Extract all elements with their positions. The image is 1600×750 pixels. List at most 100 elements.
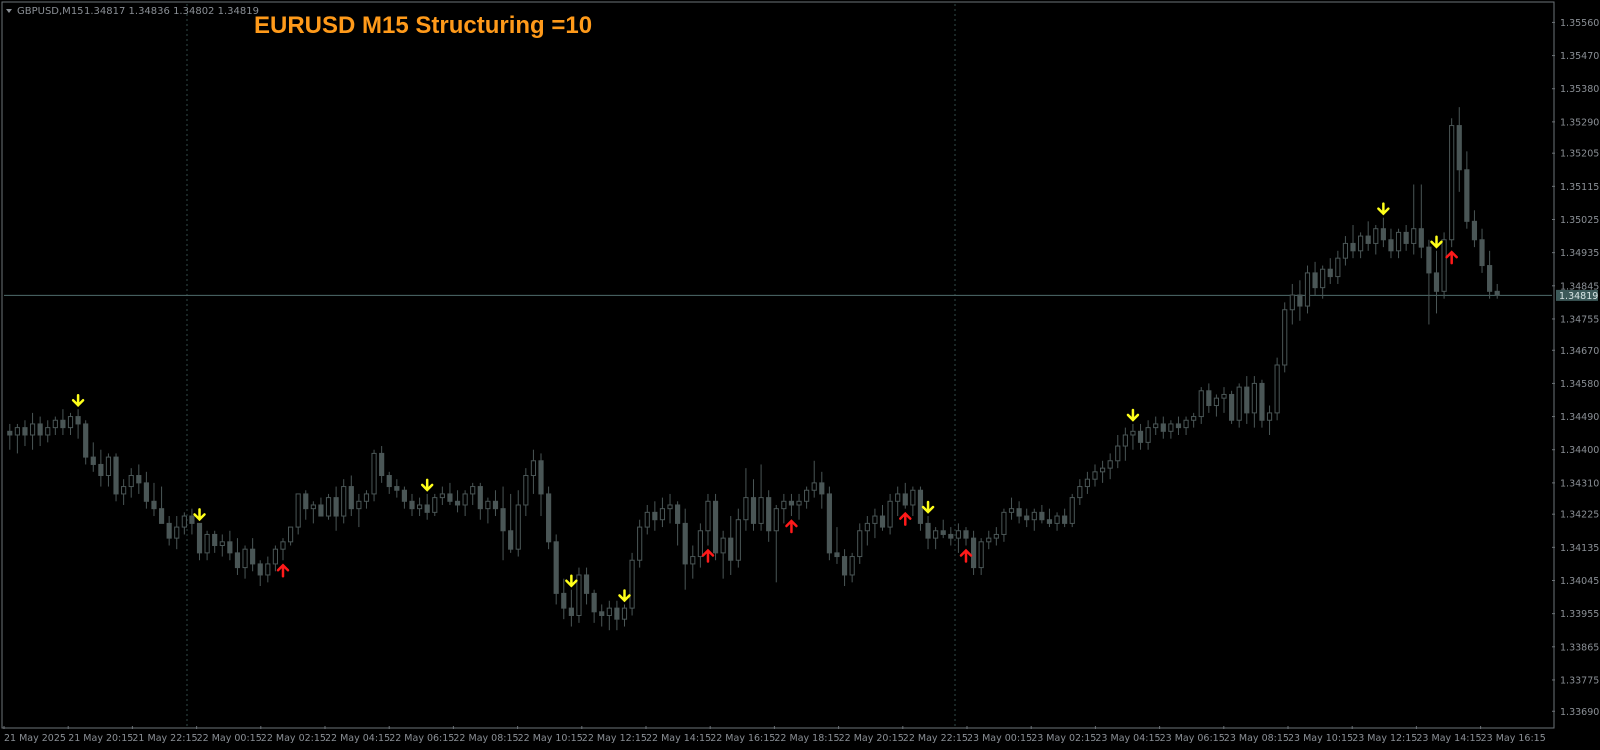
candle[interactable] <box>895 486 901 517</box>
candle[interactable] <box>1456 107 1462 192</box>
candle[interactable] <box>181 512 187 535</box>
candlesticks[interactable] <box>7 107 1500 631</box>
candle[interactable] <box>90 442 96 472</box>
price-axis[interactable]: 1.35560 1.35470 1.35380 1.35290 1.35205 1.351… <box>1552 18 1599 718</box>
candle[interactable] <box>879 504 886 531</box>
candle[interactable] <box>45 420 51 443</box>
candle[interactable] <box>887 493 893 535</box>
candle[interactable] <box>1274 357 1280 421</box>
candle[interactable] <box>788 493 795 517</box>
candle[interactable] <box>1084 471 1090 494</box>
candle[interactable] <box>568 589 574 627</box>
candle[interactable] <box>280 538 286 561</box>
candle[interactable] <box>136 464 142 494</box>
candle[interactable] <box>955 523 961 553</box>
candle[interactable] <box>234 538 241 575</box>
candle[interactable] <box>1403 225 1409 251</box>
candle[interactable] <box>963 527 969 546</box>
candle[interactable] <box>22 420 28 447</box>
candle[interactable] <box>1236 383 1242 428</box>
candle[interactable] <box>462 490 468 517</box>
candle[interactable] <box>1441 232 1447 299</box>
candle[interactable] <box>849 552 855 583</box>
candle[interactable] <box>591 589 597 623</box>
time-axis[interactable]: 21 May 2025 21 May 20:15 21 May 22:15 22 Ma… <box>3 726 1546 744</box>
candle[interactable] <box>257 560 263 587</box>
candle[interactable] <box>325 493 332 520</box>
candle[interactable] <box>143 471 149 509</box>
candle[interactable] <box>690 545 696 579</box>
candle[interactable] <box>576 567 582 623</box>
candle[interactable] <box>265 556 271 583</box>
candle[interactable] <box>485 497 491 524</box>
candle[interactable] <box>796 493 802 520</box>
candle[interactable] <box>128 468 134 498</box>
candle[interactable] <box>675 501 681 546</box>
candle[interactable] <box>1358 232 1364 259</box>
candle[interactable] <box>52 416 58 435</box>
candle[interactable] <box>409 493 415 517</box>
candle[interactable] <box>728 516 734 575</box>
candle[interactable] <box>1077 479 1083 505</box>
candle[interactable] <box>1380 217 1386 248</box>
candle[interactable] <box>1099 460 1106 483</box>
candle[interactable] <box>113 453 119 502</box>
candle[interactable] <box>1259 379 1265 428</box>
candle[interactable] <box>1479 228 1485 273</box>
candle[interactable] <box>60 409 66 435</box>
candle[interactable] <box>1471 210 1478 248</box>
candle[interactable] <box>766 490 772 542</box>
candle[interactable] <box>1016 501 1022 524</box>
candle[interactable] <box>386 471 392 494</box>
candle[interactable] <box>1342 236 1349 266</box>
candle[interactable] <box>781 493 787 524</box>
candle[interactable] <box>1350 225 1356 259</box>
candle[interactable] <box>401 486 408 509</box>
candle[interactable] <box>242 545 248 579</box>
candle[interactable] <box>750 479 757 531</box>
candle[interactable] <box>348 475 354 517</box>
candle[interactable] <box>492 490 499 517</box>
candle[interactable] <box>583 567 590 605</box>
candle[interactable] <box>1024 508 1030 528</box>
candle[interactable] <box>204 530 210 561</box>
candle[interactable] <box>470 482 476 505</box>
candle[interactable] <box>1039 504 1045 524</box>
candle[interactable] <box>1130 423 1136 450</box>
candle[interactable] <box>1206 383 1212 413</box>
candle[interactable] <box>819 471 825 509</box>
candle[interactable] <box>1320 265 1326 299</box>
candle[interactable] <box>417 497 423 517</box>
candle[interactable] <box>758 464 764 531</box>
candle[interactable] <box>811 460 817 498</box>
candle[interactable] <box>773 504 779 583</box>
candle[interactable] <box>212 530 218 553</box>
candle[interactable] <box>1335 250 1341 284</box>
candle[interactable] <box>1244 376 1250 424</box>
candle[interactable] <box>174 516 180 550</box>
candle[interactable] <box>1411 184 1417 255</box>
candle[interactable] <box>356 493 362 528</box>
candle[interactable] <box>644 504 650 535</box>
candle[interactable] <box>1418 184 1424 259</box>
candle[interactable] <box>151 482 157 517</box>
candle[interactable] <box>857 523 863 564</box>
candle[interactable] <box>682 508 688 590</box>
candle[interactable] <box>1198 387 1204 424</box>
candle[interactable] <box>637 519 643 568</box>
candle[interactable] <box>948 527 954 546</box>
candle[interactable] <box>523 468 529 517</box>
candle[interactable] <box>318 497 324 517</box>
candle[interactable] <box>432 493 438 517</box>
candle[interactable] <box>735 508 741 568</box>
candle[interactable] <box>1487 250 1493 299</box>
candle[interactable] <box>872 508 878 539</box>
candle[interactable] <box>310 501 316 524</box>
candle[interactable] <box>14 423 20 454</box>
candle[interactable] <box>1213 394 1220 417</box>
candle[interactable] <box>530 449 537 494</box>
candle[interactable] <box>1426 239 1432 325</box>
candle[interactable] <box>940 519 946 539</box>
candle[interactable] <box>333 486 339 531</box>
candle[interactable] <box>189 508 195 535</box>
